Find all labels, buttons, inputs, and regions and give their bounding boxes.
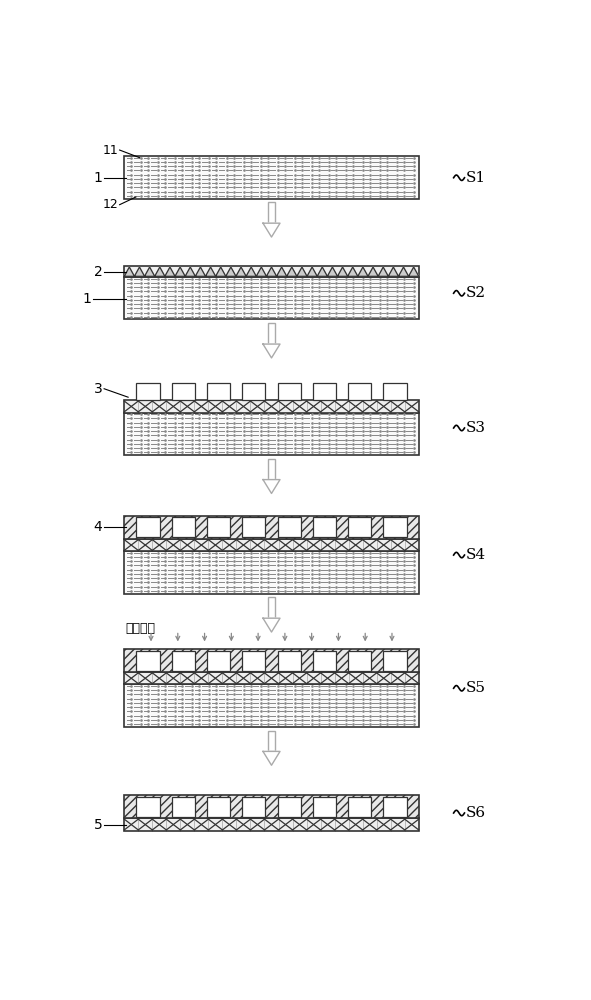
Bar xyxy=(313,797,336,817)
Bar xyxy=(124,795,419,818)
Polygon shape xyxy=(185,267,196,276)
Bar xyxy=(124,156,419,199)
Bar xyxy=(278,517,301,537)
Bar xyxy=(171,797,195,817)
Polygon shape xyxy=(236,267,246,276)
Text: 4: 4 xyxy=(94,520,103,534)
Bar xyxy=(384,517,407,537)
Polygon shape xyxy=(263,344,280,358)
Bar xyxy=(278,651,301,671)
Polygon shape xyxy=(388,267,398,276)
Polygon shape xyxy=(287,267,297,276)
Polygon shape xyxy=(206,267,216,276)
Bar xyxy=(137,797,160,817)
Bar xyxy=(268,202,275,223)
Polygon shape xyxy=(348,267,358,276)
Polygon shape xyxy=(327,267,337,276)
Polygon shape xyxy=(256,267,267,276)
Polygon shape xyxy=(134,267,145,276)
Polygon shape xyxy=(337,267,348,276)
Text: S1: S1 xyxy=(466,171,486,185)
Text: 11: 11 xyxy=(102,144,118,157)
Bar xyxy=(384,651,407,671)
Text: S2: S2 xyxy=(466,286,486,300)
Bar xyxy=(137,517,160,537)
Bar xyxy=(207,517,230,537)
Polygon shape xyxy=(145,267,155,276)
Polygon shape xyxy=(277,267,287,276)
Polygon shape xyxy=(263,480,280,493)
Polygon shape xyxy=(165,267,175,276)
Bar xyxy=(313,383,336,400)
Polygon shape xyxy=(398,267,408,276)
Bar xyxy=(137,383,160,400)
Polygon shape xyxy=(226,267,236,276)
Bar xyxy=(207,651,230,671)
Bar xyxy=(348,517,371,537)
Bar xyxy=(348,651,371,671)
Text: S3: S3 xyxy=(466,421,486,435)
Bar xyxy=(124,413,419,455)
Text: 2: 2 xyxy=(94,265,103,279)
Bar xyxy=(124,551,419,594)
Bar xyxy=(171,517,195,537)
Bar xyxy=(242,383,265,400)
Bar xyxy=(124,266,419,277)
Polygon shape xyxy=(246,267,256,276)
Polygon shape xyxy=(175,267,185,276)
Text: 1: 1 xyxy=(83,292,92,306)
Bar xyxy=(124,277,419,319)
Bar xyxy=(348,797,371,817)
Polygon shape xyxy=(155,267,165,276)
Text: 3: 3 xyxy=(94,382,103,396)
Bar xyxy=(124,684,419,727)
Bar xyxy=(384,797,407,817)
Bar xyxy=(124,539,419,551)
Polygon shape xyxy=(263,618,280,632)
Polygon shape xyxy=(317,267,327,276)
Text: S5: S5 xyxy=(466,681,486,695)
Polygon shape xyxy=(408,267,419,276)
Polygon shape xyxy=(263,751,280,765)
Bar xyxy=(313,651,336,671)
Bar xyxy=(242,517,265,537)
Text: 5: 5 xyxy=(94,818,103,832)
Polygon shape xyxy=(216,267,226,276)
Polygon shape xyxy=(358,267,368,276)
Bar xyxy=(268,459,275,480)
Text: S4: S4 xyxy=(466,548,486,562)
Bar xyxy=(124,649,419,672)
Bar xyxy=(384,383,407,400)
Polygon shape xyxy=(263,223,280,237)
Bar xyxy=(124,818,419,831)
Polygon shape xyxy=(378,267,388,276)
Bar xyxy=(242,651,265,671)
Polygon shape xyxy=(124,267,134,276)
Bar xyxy=(242,797,265,817)
Bar xyxy=(313,517,336,537)
Text: 1: 1 xyxy=(94,171,103,185)
Bar xyxy=(268,323,275,344)
Text: 切割方向: 切割方向 xyxy=(126,622,156,635)
Polygon shape xyxy=(307,267,317,276)
Bar xyxy=(278,383,301,400)
Polygon shape xyxy=(368,267,378,276)
Bar xyxy=(348,383,371,400)
Bar xyxy=(124,672,419,684)
Bar xyxy=(124,400,419,413)
Polygon shape xyxy=(267,267,277,276)
Bar xyxy=(124,516,419,539)
Polygon shape xyxy=(297,267,307,276)
Bar xyxy=(171,383,195,400)
Text: S6: S6 xyxy=(466,806,486,820)
Bar xyxy=(207,797,230,817)
Bar xyxy=(171,651,195,671)
Bar xyxy=(278,797,301,817)
Bar xyxy=(137,651,160,671)
Bar xyxy=(268,731,275,751)
Text: 12: 12 xyxy=(102,198,118,211)
Bar xyxy=(268,597,275,618)
Bar xyxy=(207,383,230,400)
Polygon shape xyxy=(196,267,206,276)
